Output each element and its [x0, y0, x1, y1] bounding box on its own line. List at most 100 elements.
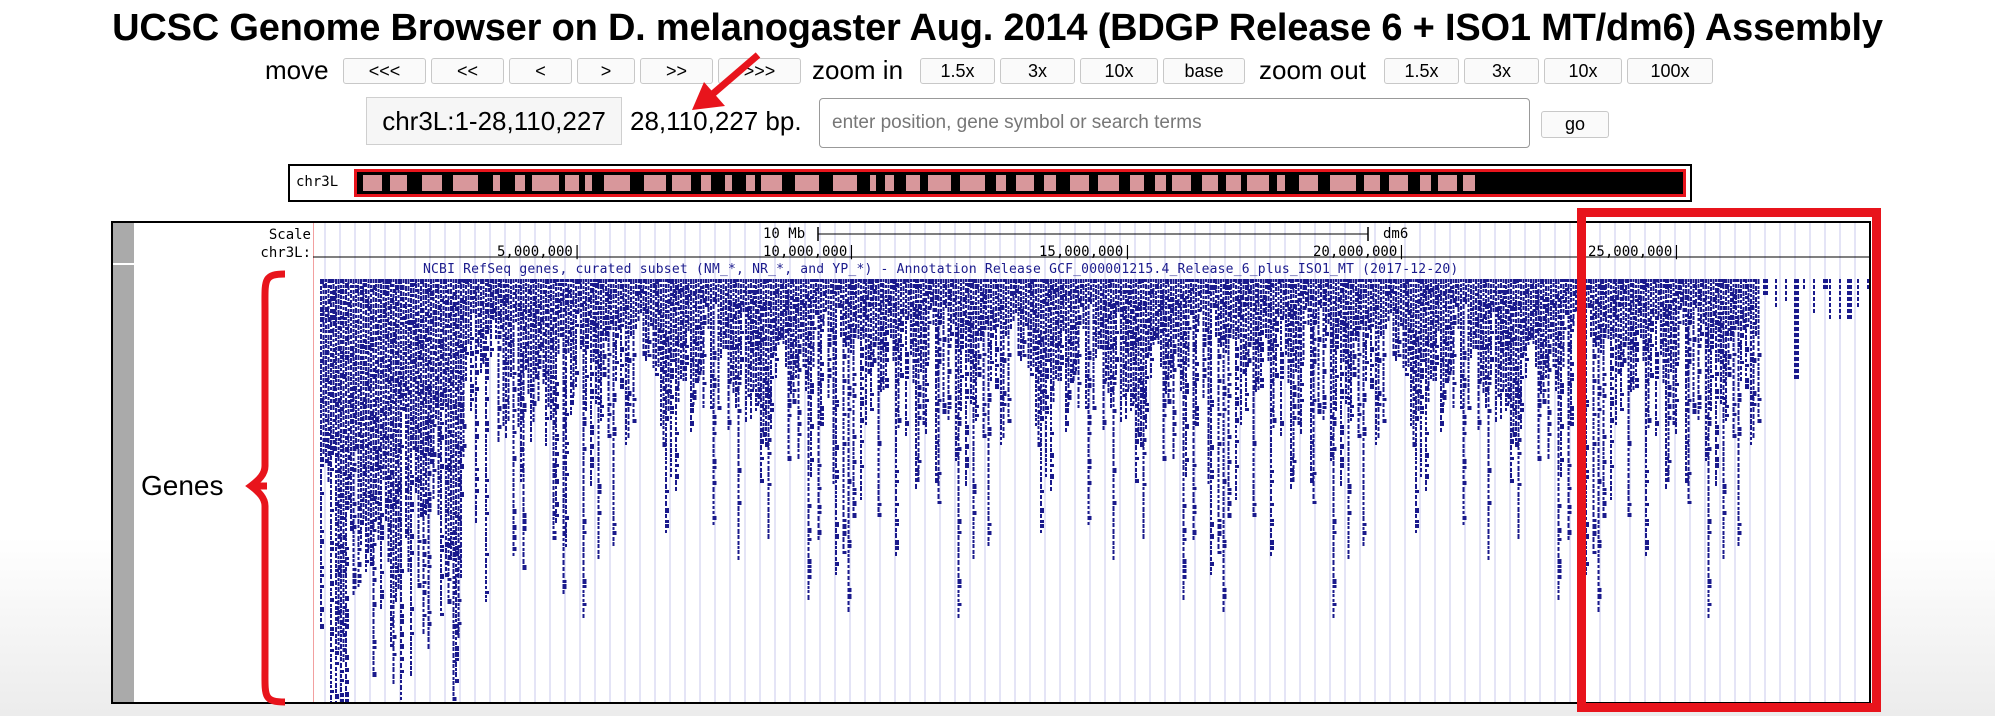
- gene-stack[interactable]: [840, 279, 844, 337]
- gene-stack[interactable]: [1705, 279, 1709, 461]
- gene-stack[interactable]: [1132, 279, 1137, 404]
- gene-stack[interactable]: [417, 279, 422, 588]
- gene-stack[interactable]: [917, 279, 922, 482]
- gene-stack[interactable]: [1505, 279, 1509, 411]
- gene-stack[interactable]: [637, 279, 642, 321]
- gene-stack[interactable]: [1617, 279, 1622, 374]
- gene-stack[interactable]: [1002, 279, 1007, 438]
- gene-stack[interactable]: [375, 279, 379, 521]
- gene-stack[interactable]: [1730, 279, 1734, 341]
- gene-stack[interactable]: [1147, 279, 1152, 355]
- gene-stack[interactable]: [785, 279, 789, 367]
- gene-stack[interactable]: [362, 279, 367, 519]
- gene-stack[interactable]: [617, 279, 622, 330]
- gene-stack[interactable]: [1197, 279, 1202, 326]
- gene-stack[interactable]: [1720, 279, 1724, 404]
- gene-stack[interactable]: [830, 279, 834, 332]
- gene-stack[interactable]: [1005, 279, 1007, 336]
- gene-stack[interactable]: [447, 279, 452, 604]
- gene-stack[interactable]: [910, 279, 914, 355]
- gene-stack[interactable]: [727, 279, 732, 430]
- gene-stack[interactable]: [1315, 279, 1317, 324]
- gene-stack[interactable]: [975, 279, 979, 421]
- gene-stack[interactable]: [1385, 279, 1389, 329]
- gene-stack[interactable]: [457, 279, 462, 638]
- gene-stack[interactable]: [610, 279, 614, 324]
- gene-stack[interactable]: [1157, 279, 1162, 344]
- gene-stack[interactable]: [1640, 279, 1644, 338]
- gene-stack[interactable]: [1375, 279, 1379, 445]
- gene-stack[interactable]: [1440, 279, 1444, 432]
- gene-stack[interactable]: [1502, 279, 1507, 389]
- gene-stack[interactable]: [1645, 279, 1649, 556]
- gene-stack[interactable]: [880, 279, 884, 392]
- zoom-in-1-5x-button[interactable]: 1.5x: [920, 58, 995, 84]
- gene-stack[interactable]: [325, 279, 329, 463]
- gene-stack[interactable]: [1595, 279, 1599, 347]
- gene-stack[interactable]: [630, 279, 632, 336]
- gene-stack[interactable]: [940, 279, 942, 324]
- gene-stack[interactable]: [1685, 279, 1689, 483]
- gene-stack[interactable]: [1630, 279, 1634, 392]
- gene-stack[interactable]: [1342, 279, 1347, 362]
- gene-stack[interactable]: [492, 279, 497, 320]
- gene-stack[interactable]: [1710, 279, 1714, 411]
- gene-stack[interactable]: [1500, 279, 1504, 419]
- gene-stack[interactable]: [1230, 279, 1232, 329]
- gene-stack[interactable]: [1115, 279, 1119, 375]
- gene-stack[interactable]: [1065, 279, 1069, 432]
- gene-stack[interactable]: [705, 279, 709, 307]
- gene-stack[interactable]: [1060, 279, 1064, 381]
- gene-stack[interactable]: [1305, 279, 1309, 308]
- gene-stack[interactable]: [1220, 279, 1224, 347]
- gene-stack[interactable]: [495, 279, 499, 339]
- gene-stack[interactable]: [365, 279, 369, 572]
- gene-stack[interactable]: [1542, 279, 1547, 404]
- gene-stack[interactable]: [1410, 279, 1414, 426]
- gene-stack[interactable]: [565, 279, 569, 547]
- gene-stack[interactable]: [812, 279, 817, 367]
- gene-stack[interactable]: [1687, 279, 1692, 504]
- gene-stack[interactable]: [965, 279, 969, 486]
- gene-stack[interactable]: [1310, 279, 1314, 483]
- gene-stack[interactable]: [367, 279, 372, 549]
- gene-stack[interactable]: [1405, 279, 1409, 376]
- gene-stack[interactable]: [1677, 279, 1682, 360]
- gene-stack[interactable]: [882, 279, 887, 390]
- gene-stack[interactable]: [1435, 279, 1439, 381]
- gene-stack[interactable]: [885, 279, 889, 388]
- gene-stack[interactable]: [842, 279, 847, 554]
- gene-stack[interactable]: [370, 279, 374, 566]
- gene-stack[interactable]: [1345, 279, 1349, 404]
- gene-stack[interactable]: [500, 279, 504, 329]
- gene-stack[interactable]: [537, 279, 542, 401]
- gene-stack[interactable]: [525, 279, 529, 370]
- gene-stack[interactable]: [1397, 279, 1402, 357]
- gene-stack[interactable]: [712, 279, 717, 525]
- gene-stack[interactable]: [1140, 279, 1144, 447]
- gene-stack[interactable]: [1192, 279, 1197, 540]
- gene-stack[interactable]: [702, 279, 707, 408]
- gene-stack[interactable]: [1270, 279, 1274, 556]
- gene-stack[interactable]: [1295, 279, 1299, 372]
- gene-stack[interactable]: [1437, 279, 1442, 331]
- gene-stack[interactable]: [612, 279, 617, 546]
- gene-stack[interactable]: [1867, 279, 1869, 289]
- gene-stack[interactable]: [1472, 279, 1477, 349]
- gene-stack[interactable]: [1107, 279, 1112, 393]
- gene-stack[interactable]: [1535, 279, 1539, 367]
- gene-stack[interactable]: [1732, 279, 1737, 438]
- gene-stack[interactable]: [1495, 279, 1499, 422]
- gene-stack[interactable]: [587, 279, 592, 333]
- gene-stack[interactable]: [352, 279, 357, 595]
- gene-stack[interactable]: [1715, 279, 1719, 486]
- gene-stack[interactable]: [1252, 279, 1257, 517]
- gene-stack[interactable]: [527, 279, 532, 394]
- gene-stack[interactable]: [1312, 279, 1317, 504]
- gene-stack[interactable]: [1087, 279, 1092, 525]
- gene-stack[interactable]: [1427, 279, 1432, 402]
- gene-stack[interactable]: [1492, 279, 1497, 312]
- gene-stack[interactable]: [547, 279, 552, 407]
- gene-stack[interactable]: [950, 279, 954, 341]
- gene-stack[interactable]: [567, 279, 572, 353]
